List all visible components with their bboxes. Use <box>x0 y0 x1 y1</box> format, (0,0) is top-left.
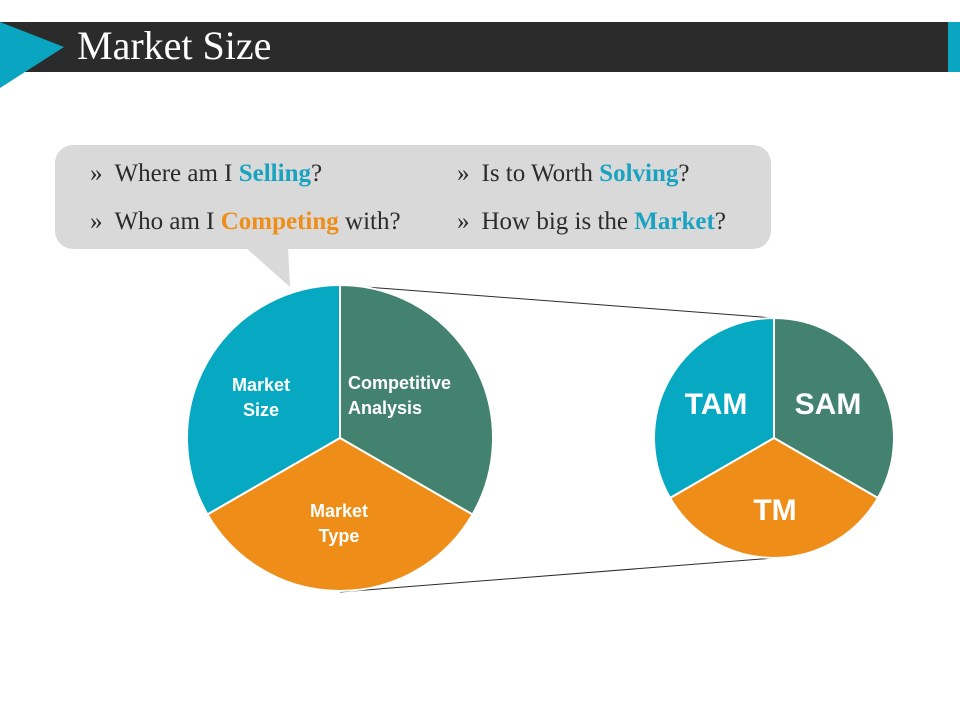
label-competitive-line2: Analysis <box>348 398 422 418</box>
connector-line-bottom <box>339 557 775 593</box>
label-sam: SAM <box>795 388 862 421</box>
bullet-icon: » <box>90 208 103 235</box>
bullet-icon: » <box>90 160 103 187</box>
question-market: » How big is the Market? <box>457 208 726 235</box>
highlight-market: Market <box>634 208 715 235</box>
pie-segment-market-size <box>186 283 341 516</box>
bullet-icon: » <box>457 160 470 187</box>
highlight-selling: Selling <box>238 160 311 187</box>
question-competing: » Who am I Competing with? <box>90 208 401 235</box>
label-market-size-line2: Size <box>243 400 279 420</box>
highlight-competing: Competing <box>220 208 339 235</box>
highlight-solving: Solving <box>599 160 679 187</box>
pie-segment-tam <box>653 316 775 500</box>
label-market-type-line2: Type <box>319 526 360 546</box>
page-title: Market Size <box>77 23 272 68</box>
title-accent-right <box>948 22 960 72</box>
question-solving: » Is to Worth Solving? <box>457 160 690 187</box>
pie-segment-competitive-analysis <box>339 283 494 516</box>
connector-line-top <box>339 284 775 319</box>
title-arrow-icon <box>0 22 64 88</box>
pie-segment-tm <box>668 436 880 559</box>
label-tm: TM <box>753 494 796 527</box>
label-tam: TAM <box>685 388 748 421</box>
label-market-type-line1: Market <box>310 501 368 521</box>
title-bar <box>0 22 948 72</box>
bullet-icon: » <box>457 208 470 235</box>
label-market-size-line1: Market <box>232 375 290 395</box>
label-competitive-line1: Competitive <box>348 373 451 393</box>
right-pie: TAM SAM TM <box>653 316 895 559</box>
left-pie: Market Size Competitive Analysis Market … <box>186 283 494 592</box>
question-selling: » Where am I Selling? <box>90 160 323 187</box>
pie-segment-market-type <box>206 436 474 592</box>
pie-segment-sam <box>773 316 895 500</box>
